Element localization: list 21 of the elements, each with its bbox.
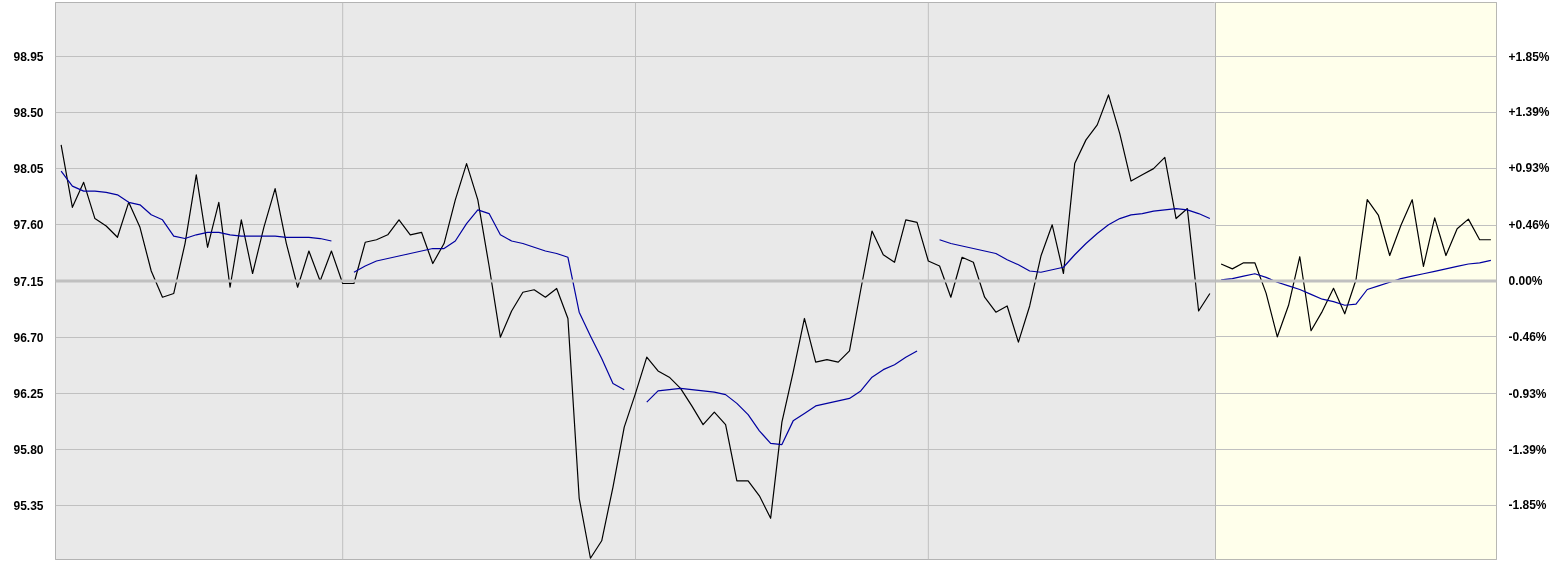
line-series: [1220, 199, 1492, 338]
y-tick-label: -0.46%: [1508, 329, 1547, 344]
y-tick-label: 98.95: [13, 49, 44, 64]
y-tick-label: -1.39%: [1508, 442, 1547, 457]
line-series: [60, 94, 1211, 559]
y-tick-label: -1.85%: [1508, 498, 1547, 513]
y-tick-label: 96.70: [13, 330, 44, 345]
y-tick-label: 98.05: [13, 162, 44, 177]
y-tick-label: 95.35: [13, 499, 44, 514]
line-series: [1220, 259, 1492, 306]
y-tick-label: -0.93%: [1508, 386, 1547, 401]
y-tick-label: +1.85%: [1508, 49, 1550, 64]
y-tick-label: 98.50: [13, 105, 44, 120]
y-tick-label: 97.60: [13, 218, 44, 233]
y-tick-label: 0.00%: [1508, 274, 1543, 288]
y-tick-label: 97.15: [13, 274, 44, 289]
y-tick-label: +1.39%: [1508, 105, 1550, 120]
y-tick-label: 96.25: [13, 386, 44, 401]
y-tick-label: +0.46%: [1508, 218, 1550, 233]
y-tick-label: +0.93%: [1508, 161, 1550, 176]
y-tick-label: 95.80: [13, 443, 44, 458]
